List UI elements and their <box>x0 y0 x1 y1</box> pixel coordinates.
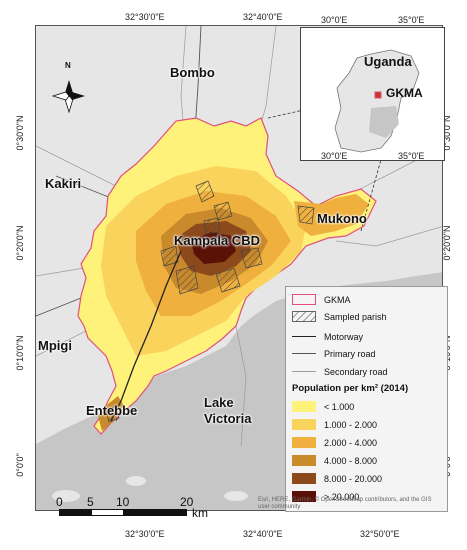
motorway-line <box>292 336 316 337</box>
scale-segment <box>123 509 187 516</box>
legend-label: GKMA <box>324 294 351 305</box>
inset-country-label: Uganda <box>364 54 412 69</box>
place-label-entebbe: Entebbe <box>86 403 138 418</box>
density-swatch <box>292 419 316 430</box>
inset-uganda-shape <box>334 49 420 153</box>
legend-density-class: 8.000 - 20.000 <box>292 472 382 485</box>
legend-label: 4.000 - 8.000 <box>324 455 378 466</box>
bottom-coord: 32°30'0"E <box>125 529 165 539</box>
density-swatch <box>292 473 316 484</box>
legend-item-sampled: Sampled parish <box>292 310 387 323</box>
inset-map[interactable]: 30°0'E 35°0'E 30°0'E 35°0'E Uganda GKMA <box>300 15 445 161</box>
gkma-swatch <box>292 294 316 305</box>
left-coord: 0°30'0"N <box>15 115 25 151</box>
legend-label: Sampled parish <box>324 311 387 322</box>
primary-road-line <box>292 353 316 354</box>
attribution-text: Esri, HERE, Garmin, © OpenStreetMap cont… <box>258 497 432 510</box>
legend-density-class: 2.000 - 4.000 <box>292 436 377 449</box>
scale-tick: 5 <box>87 495 94 509</box>
legend-label: 1.000 - 2.000 <box>324 419 378 430</box>
inset-canvas <box>301 28 444 160</box>
legend-density-class: > 20.000 <box>292 490 359 503</box>
left-coord: 0°0'0" <box>15 453 25 477</box>
right-coord: 0°20'0"N <box>442 225 452 261</box>
north-label: N <box>65 61 71 70</box>
place-label-bombo: Bombo <box>170 65 215 80</box>
legend-label: 2.000 - 4.000 <box>324 437 378 448</box>
legend-item-motorway: Motorway <box>292 330 363 343</box>
inset-bottom-tick: 30°0'E <box>321 151 348 161</box>
hatch-swatch <box>292 311 316 322</box>
legend-label: Primary road <box>324 348 376 359</box>
legend-density-class: 4.000 - 8.000 <box>292 454 377 467</box>
scale-tick: 10 <box>116 495 130 509</box>
legend-item-primary: Primary road <box>292 347 376 360</box>
top-coord: 32°30'0"E <box>125 12 165 22</box>
lake-label-line2: Victoria <box>204 411 252 426</box>
top-coord: 32°40'0"E <box>243 12 283 22</box>
bottom-coord: 32°50'0"E <box>360 529 400 539</box>
density-swatch <box>292 491 316 502</box>
scale-segment <box>91 509 125 516</box>
sampled-parishes <box>105 180 315 423</box>
legend-density-class: < 1.000 <box>292 400 354 413</box>
north-arrow-icon <box>51 80 85 114</box>
bottom-coord: 32°40'0"E <box>243 529 283 539</box>
place-label-mpigi: Mpigi <box>38 338 72 353</box>
place-label-lake: Lake Victoria <box>204 395 251 427</box>
scale-tick: 0 <box>56 495 63 509</box>
inset-top-tick: 30°0'E <box>321 15 348 25</box>
density-zone <box>191 232 236 264</box>
place-label-kakiri: Kakiri <box>45 176 82 191</box>
island <box>224 491 248 501</box>
inset-region-label: GKMA <box>386 86 423 100</box>
place-label-mukono: Mukono <box>317 211 367 226</box>
scale-segment <box>59 509 93 516</box>
inset-bottom-tick: 35°0'E <box>398 151 425 161</box>
motorway <box>110 250 182 422</box>
density-zone <box>294 194 369 236</box>
density-swatch <box>292 437 316 448</box>
secondary-road-line <box>292 371 316 372</box>
legend-label: Motorway <box>324 331 364 342</box>
legend-density-class: 1.000 - 2.000 <box>292 418 377 431</box>
island <box>52 490 80 502</box>
left-coord: 0°20'0"N <box>15 225 25 261</box>
place-label-kampala: Kampala CBD <box>174 233 260 248</box>
legend-item-secondary: Secondary road <box>292 365 388 378</box>
scale-tick: 20 <box>180 495 194 509</box>
legend-density-title: Population per km² (2014) <box>292 383 409 394</box>
inset-gkma-marker <box>374 91 382 99</box>
legend-label: < 1.000 <box>324 401 355 412</box>
density-swatch <box>292 455 316 466</box>
scale-unit: km <box>192 506 208 520</box>
legend-item-gkma: GKMA <box>292 293 351 306</box>
legend-label: > 20.000 <box>324 491 360 502</box>
legend-label: Secondary road <box>324 366 388 377</box>
inset-lake <box>369 106 399 138</box>
island <box>126 476 146 486</box>
legend-label: 8.000 - 20.000 <box>324 473 383 484</box>
left-coord: 0°10'0"N <box>15 335 25 371</box>
lake-label-line1: Lake <box>204 395 234 410</box>
scale-bar <box>59 509 187 516</box>
density-swatch <box>292 401 316 412</box>
inset-top-tick: 35°0'E <box>398 15 425 25</box>
legend: GKMA Sampled parish Motorway Primary roa… <box>285 286 448 512</box>
